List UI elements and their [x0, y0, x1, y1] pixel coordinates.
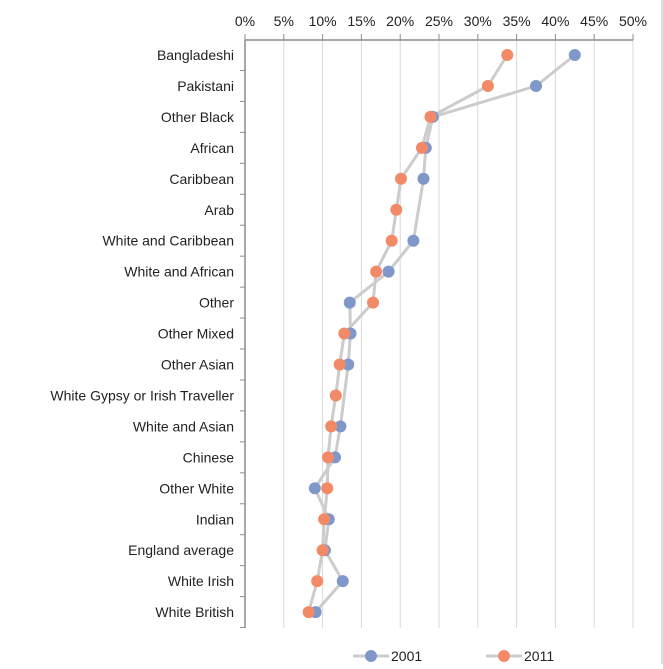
legend-label-2001: 2001	[391, 648, 422, 664]
data-point-2011	[333, 358, 346, 371]
category-label: Other Asian	[161, 357, 234, 373]
x-tick-label: 5%	[274, 13, 294, 29]
data-point-2011	[316, 544, 329, 557]
category-label: Bangladeshi	[157, 47, 234, 63]
data-point-2011	[385, 234, 398, 247]
category-label: Other White	[159, 480, 234, 496]
legend-label-2011: 2011	[524, 648, 554, 664]
data-point-2011	[370, 265, 383, 278]
category-label: White and Caribbean	[102, 233, 234, 249]
data-point-2001	[342, 358, 355, 371]
data-point-2011	[311, 575, 324, 588]
data-point-2011	[367, 296, 380, 309]
data-point-2011	[329, 389, 342, 402]
category-label: White Gypsy or Irish Traveller	[50, 387, 234, 403]
category-label: Pakistani	[177, 78, 234, 94]
x-tick-label: 20%	[386, 13, 414, 29]
axes	[240, 34, 634, 629]
category-label: White British	[155, 604, 234, 620]
data-point-2001	[336, 575, 349, 588]
x-tick-label: 45%	[580, 13, 608, 29]
x-tick-label: 10%	[309, 13, 337, 29]
category-label: White Irish	[168, 573, 234, 589]
category-label: Arab	[204, 202, 234, 218]
data-point-2011	[390, 203, 403, 216]
category-label: Indian	[196, 511, 234, 527]
category-label: Chinese	[183, 449, 235, 465]
data-point-2011	[302, 606, 315, 619]
legend-marker-2011	[498, 650, 510, 662]
category-label: England average	[128, 542, 234, 558]
data-point-2011	[325, 420, 338, 433]
data-point-2001	[407, 234, 420, 247]
category-label: Caribbean	[169, 171, 234, 187]
category-label: White and Asian	[133, 418, 234, 434]
data-point-2011	[481, 79, 494, 92]
data-point-2001	[308, 482, 321, 495]
x-tick-label: 50%	[619, 13, 647, 29]
data-point-2001	[382, 265, 395, 278]
category-label: Other Black	[161, 109, 235, 125]
data-point-2011	[501, 49, 514, 61]
category-label: White and African	[124, 264, 234, 280]
category-label: Other Mixed	[158, 326, 234, 342]
data-point-2011	[394, 172, 407, 185]
x-tick-label: 30%	[464, 13, 492, 29]
legend-marker-2001	[365, 650, 377, 662]
x-tick-label: 35%	[503, 13, 531, 29]
data-point-2011	[321, 482, 334, 495]
x-tick-label: 0%	[235, 13, 255, 29]
data-point-2001	[343, 296, 356, 309]
gridlines	[283, 40, 634, 628]
category-label: African	[190, 140, 234, 156]
data-point-2001	[568, 49, 581, 61]
data-point-2001	[530, 79, 542, 92]
panel-edge	[661, 0, 663, 664]
series-points	[302, 49, 581, 619]
x-tick-label: 25%	[425, 13, 453, 29]
data-point-2011	[338, 327, 351, 340]
data-point-2011	[424, 110, 437, 123]
data-point-2001	[334, 420, 347, 433]
axis-labels: 0% 5% 10% 15% 20% 25% 30% 35% 40% 45% 50% Banglades…	[50, 13, 647, 620]
data-point-2001	[417, 172, 430, 185]
x-tick-label: 15%	[347, 13, 375, 29]
legend: 2001 2011	[353, 648, 554, 664]
category-label: Other	[199, 295, 234, 311]
data-point-2011	[322, 451, 335, 464]
data-point-2011	[415, 141, 428, 154]
data-point-2011	[318, 513, 331, 526]
x-tick-label: 40%	[541, 13, 569, 29]
